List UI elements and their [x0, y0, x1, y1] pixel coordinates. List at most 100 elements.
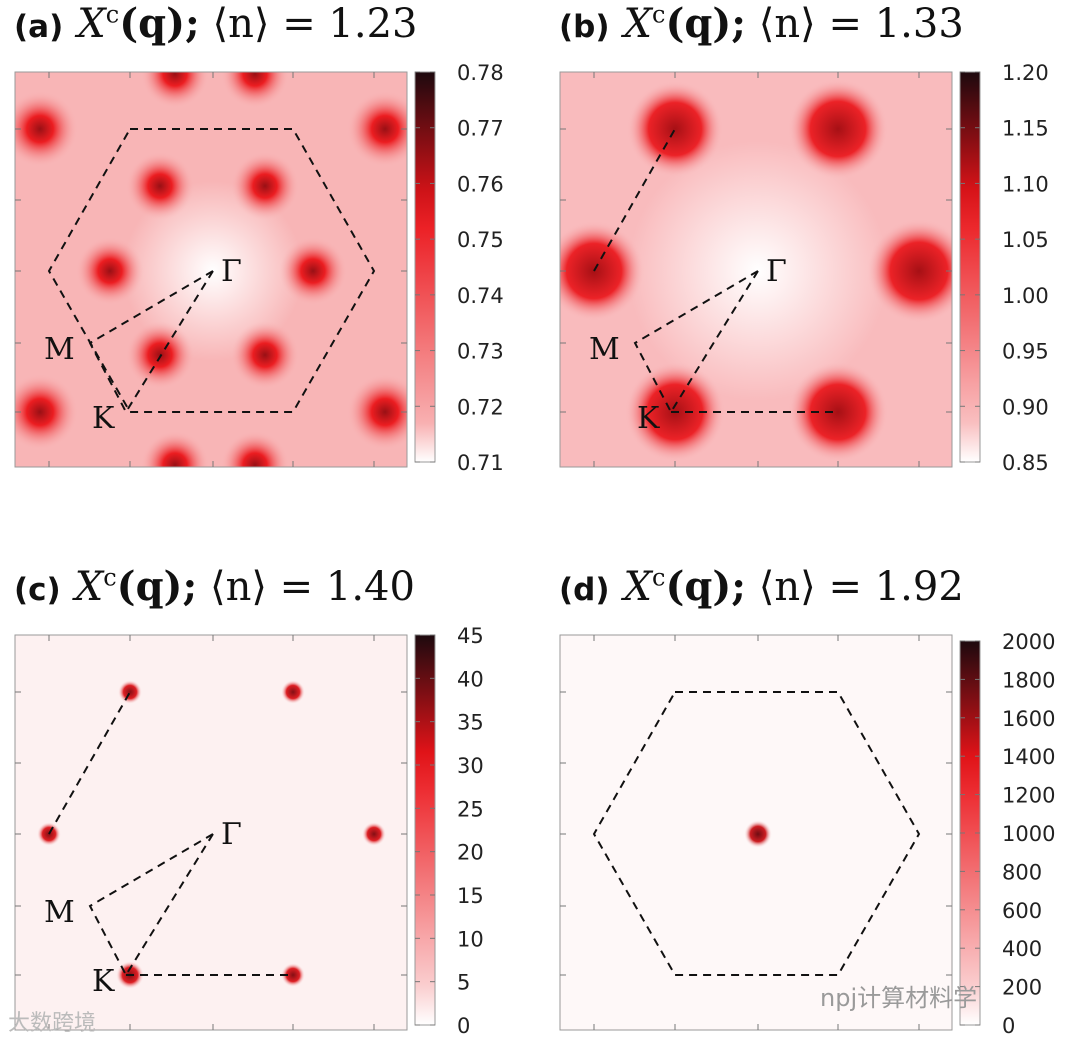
colorbar-tick-label: 1000: [1002, 822, 1055, 846]
heatmap-peak: [221, 72, 289, 108]
brillouin-zone-hexagon: [592, 691, 921, 976]
colorbar-tick-label: 35: [457, 711, 484, 735]
colorbar-tick-label: 0.76: [457, 172, 504, 196]
colorbar-tick-label: 1.05: [1002, 228, 1049, 252]
colorbar-tick-label: 2000: [1002, 630, 1055, 654]
colorbar-tick-label: 10: [457, 927, 484, 951]
colorbar-tick-label: 45: [457, 624, 484, 648]
heatmap-peak: [560, 221, 644, 321]
heatmap-field: [37, 680, 386, 989]
path-gamma-m-k: [633, 270, 759, 415]
colorbar-tick-label: 1600: [1002, 707, 1055, 731]
heatmap-a: Γ MK 0.78 0.77 0.76 0.75 0.74 0.73 0.72 0.71: [14, 61, 504, 475]
colorbar: [414, 634, 436, 1026]
heatmap-peak: [744, 820, 772, 848]
heatmap-peak: [76, 237, 144, 305]
heatmap-peak: [788, 79, 888, 179]
colorbar-tick-label: 400: [1002, 937, 1042, 961]
plot-frame: [14, 71, 408, 468]
colorbar-tick-label: 600: [1002, 899, 1042, 923]
path-gamma-m-k: [88, 270, 214, 415]
colorbar-tick-label: 25: [457, 797, 484, 821]
watermark-right: npj计算材料学: [820, 984, 978, 1012]
colorbar-tick-label: 40: [457, 667, 484, 691]
path-label: Γ: [766, 254, 787, 289]
heatmap-peak: [347, 374, 407, 450]
colorbar-tick-label: 0.78: [457, 61, 504, 85]
panel-c-title: (c) Xc(q); ⟨n⟩ = 1.40: [14, 563, 415, 610]
watermark-left: 大数跨境: [8, 1011, 97, 1036]
panel-d-title: (d) Xc(q); ⟨n⟩ = 1.92: [559, 563, 964, 610]
panel-a-title: (a) Xc(q); ⟨n⟩ = 1.23: [14, 0, 418, 47]
path-label: M: [44, 332, 75, 367]
heatmap-peak: [221, 431, 289, 467]
heatmap-b: Γ MK 1.20 1.15 1.10 1.05 1.00 0.95 0.90 0.85: [559, 61, 1049, 475]
heatmap-peak: [362, 822, 386, 846]
path-label: K: [92, 964, 115, 999]
panel-c-label: (c): [14, 572, 61, 608]
heatmap-peak: [141, 431, 209, 467]
colorbar: [959, 71, 981, 463]
brillouin-zone-hexagon: [47, 128, 376, 413]
heatmap-peak: [788, 362, 888, 462]
colorbar-tick-label: 1200: [1002, 784, 1055, 808]
path-label: K: [92, 401, 115, 436]
heatmap-peak: [141, 72, 209, 108]
panel-c: (c) Xc(q); ⟨n⟩ = 1.40 Γ M K 45 40 35 30 25 20 15 10…: [0, 563, 530, 1063]
panel-d: (d) Xc(q); ⟨n⟩ = 1.92 2000 1800 1600 1400 120…: [545, 563, 1075, 1063]
path-label: K: [637, 401, 660, 436]
path-label: M: [44, 895, 75, 930]
path-gamma-m-k: [88, 833, 214, 978]
panel-a-label: (a): [14, 9, 64, 45]
colorbar: [414, 71, 436, 463]
colorbar-tick-label: 0.95: [1002, 340, 1049, 364]
colorbar-tick-label: 0.71: [457, 451, 504, 475]
panel-d-label: (d): [559, 572, 610, 608]
heatmap-peak: [231, 321, 299, 389]
panel-a: (a) Xc(q); ⟨n⟩ = 1.23 Γ M K 0.78 0.77 0.76 0.75…: [0, 0, 530, 500]
panel-b-title: (b) Xc(q); ⟨n⟩ = 1.33: [559, 0, 964, 47]
colorbar-tick-label: 0.73: [457, 340, 504, 364]
colorbar-tick-label: 0: [457, 1014, 470, 1038]
path-label: Γ: [221, 817, 242, 852]
colorbar-tick-label: 1.15: [1002, 117, 1049, 141]
heatmap-peak: [281, 963, 305, 987]
colorbar-tick-label: 0.72: [457, 395, 504, 419]
plot-frame: [14, 634, 408, 1031]
colorbar-tick-label: 5: [457, 971, 470, 995]
heatmap-c: Γ MK 45 40 35 30 25 20 15 10 5 0: [14, 624, 484, 1038]
heatmap-peak: [279, 237, 347, 305]
colorbar-tick-label: 0.74: [457, 284, 504, 308]
colorbar-tick-label: 0.75: [457, 228, 504, 252]
heatmap-peak: [867, 219, 952, 323]
heatmap-background: [15, 635, 407, 1030]
colorbar-tick-label: 0: [1002, 1014, 1015, 1038]
path-label: M: [589, 332, 620, 367]
colorbar-tick-label: 1800: [1002, 668, 1055, 692]
panel-b-label: (b): [559, 9, 610, 45]
colorbar-tick-label: 1.20: [1002, 61, 1049, 85]
heatmap-peak: [627, 81, 723, 177]
heatmap-peak: [281, 680, 305, 704]
heatmap-peak: [347, 91, 407, 167]
heatmap-peak: [15, 91, 78, 167]
colorbar-tick-label: 0.77: [457, 117, 504, 141]
colorbar-tick-label: 0.85: [1002, 451, 1049, 475]
colorbar-tick-label: 1.00: [1002, 284, 1049, 308]
heatmap-peak: [126, 152, 194, 220]
colorbar-tick-label: 800: [1002, 860, 1042, 884]
colorbar-tick-label: 1400: [1002, 745, 1055, 769]
heatmap-field: [744, 820, 772, 848]
colorbar-tick-label: 200: [1002, 976, 1042, 1000]
plot-frame: [559, 634, 953, 1031]
colorbar-tick-label: 15: [457, 884, 484, 908]
colorbar-tick-label: 20: [457, 841, 484, 865]
heatmap-field: [15, 72, 407, 467]
heatmap-peak: [231, 152, 299, 220]
colorbar-tick-label: 0.90: [1002, 395, 1049, 419]
path-label: Γ: [221, 254, 242, 289]
colorbar-tick-label: 1.10: [1002, 172, 1049, 196]
colorbar-tick-label: 30: [457, 754, 484, 778]
plot-frame: [559, 71, 953, 468]
